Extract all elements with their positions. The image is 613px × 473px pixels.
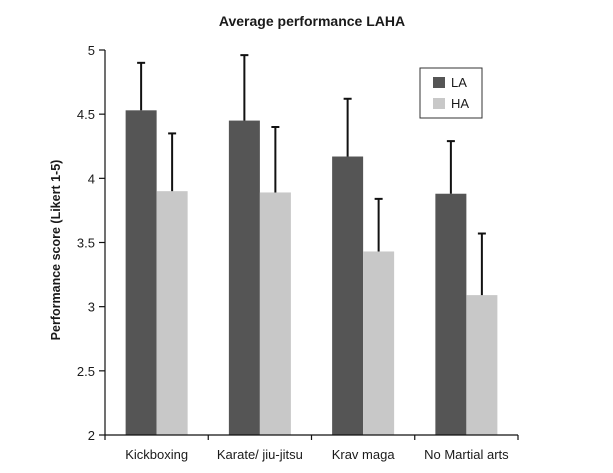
legend-label-ha: HA <box>451 96 469 111</box>
bar-la-0 <box>125 110 157 436</box>
legend-box <box>419 67 483 119</box>
y-tick-label-5: 4.5 <box>77 107 95 122</box>
x-tick-label-3: No Martial arts <box>424 447 509 462</box>
x-tick-label-1: Karate/ jiu-jitsu <box>217 447 303 462</box>
legend-swatch-ha <box>433 98 445 109</box>
y-tick-label-6: 5 <box>88 43 95 58</box>
y-tick-label-1: 2.5 <box>77 364 95 379</box>
legend-swatch-la <box>433 77 445 88</box>
error-bars-group <box>137 54 486 296</box>
y-tick-label-2: 3 <box>88 300 95 315</box>
bar-ha-2 <box>363 251 395 435</box>
x-tick-label-2: Krav maga <box>332 447 396 462</box>
axes-group: Kickboxing Karate/ jiu-jitsu Krav maga No M… <box>77 43 519 462</box>
y-axis-label: Performance score (Likert 1-5) <box>49 160 63 341</box>
bars-group <box>125 110 498 436</box>
bar-ha-0 <box>156 191 188 435</box>
y-tick-label-4: 4 <box>88 171 95 186</box>
bar-la-1 <box>228 120 260 435</box>
y-tick-label-0: 2 <box>88 428 95 443</box>
bar-la-3 <box>435 193 467 435</box>
legend-label-la: LA <box>451 75 467 90</box>
bar-ha-1 <box>259 192 291 435</box>
bar-la-2 <box>332 156 364 435</box>
y-tick-label-3: 3.5 <box>77 236 95 251</box>
legend: LA HA <box>419 67 483 119</box>
chart-title: Average performance LAHA <box>219 13 405 29</box>
bar-ha-3 <box>466 295 498 435</box>
x-tick-label-0: Kickboxing <box>125 447 188 462</box>
